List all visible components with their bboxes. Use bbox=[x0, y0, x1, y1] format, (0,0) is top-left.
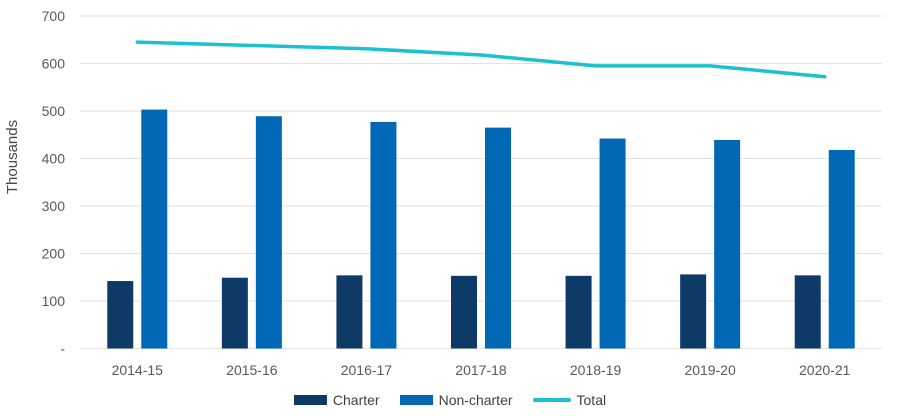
x-label-2014-15: 2014-15 bbox=[112, 362, 164, 378]
bar-non-charter-2018-19 bbox=[599, 138, 626, 349]
bar-charter-2015-16 bbox=[221, 277, 248, 349]
x-label-2017-18: 2017-18 bbox=[455, 362, 507, 378]
bar-charter-2020-21 bbox=[794, 275, 821, 349]
bar-non-charter-2020-21 bbox=[828, 149, 855, 349]
bar-charter-2018-19 bbox=[565, 275, 592, 349]
bar-non-charter-2016-17 bbox=[370, 121, 397, 349]
y-axis-title: Thousands bbox=[4, 120, 21, 194]
bar-non-charter-2019-20 bbox=[714, 139, 741, 349]
x-label-2020-21: 2020-21 bbox=[799, 362, 851, 378]
y-tick-500: 500 bbox=[42, 103, 66, 119]
legend-label-charter: Charter bbox=[332, 392, 380, 408]
x-label-2015-16: 2015-16 bbox=[226, 362, 278, 378]
total-line-path bbox=[135, 40, 827, 79]
x-axis-labels: 2014-15 2015-16 2016-17 2017-18 2018-19 2019-… bbox=[112, 362, 851, 378]
bar-non-charter-2014-15 bbox=[141, 109, 168, 349]
y-tick-300: 300 bbox=[42, 198, 66, 214]
y-tick-600: 600 bbox=[42, 56, 66, 72]
total-line-swatch bbox=[532, 398, 571, 402]
x-label-2016-17: 2016-17 bbox=[341, 362, 393, 378]
non-charter-swatch bbox=[399, 395, 433, 405]
bar-charter-2016-17 bbox=[336, 275, 363, 349]
y-tick-200: 200 bbox=[42, 246, 66, 262]
bar-charter-2014-15 bbox=[107, 281, 134, 349]
bar-charter-2017-18 bbox=[451, 275, 477, 349]
bar-charter-2019-20 bbox=[680, 274, 707, 349]
y-axis-tick-labels: - 100 200 300 400 500 600 700 bbox=[42, 8, 66, 357]
legend-item-total: Total bbox=[532, 392, 607, 408]
charter-swatch bbox=[293, 395, 327, 405]
x-label-2019-20: 2019-20 bbox=[684, 362, 736, 378]
y-tick-0: - bbox=[60, 341, 65, 357]
y-tick-100: 100 bbox=[42, 293, 66, 309]
y-tick-400: 400 bbox=[42, 151, 66, 167]
legend: Charter Non-charter Total bbox=[0, 389, 900, 411]
gridlines bbox=[80, 15, 882, 349]
legend-item-non-charter: Non-charter bbox=[399, 392, 513, 408]
x-label-2018-19: 2018-19 bbox=[570, 362, 622, 378]
legend-label-non-charter: Non-charter bbox=[438, 392, 513, 408]
total-line-series bbox=[135, 40, 827, 79]
bar-non-charter-2015-16 bbox=[255, 116, 282, 349]
legend-label-total: Total bbox=[576, 392, 607, 408]
bar-non-charter-2017-18 bbox=[485, 127, 511, 349]
legend-item-charter: Charter bbox=[293, 392, 380, 408]
bar-series bbox=[107, 109, 855, 349]
plot-area: - 100 200 300 400 500 600 700 Thousands 2014-15… bbox=[4, 8, 882, 378]
y-tick-700: 700 bbox=[42, 8, 66, 24]
